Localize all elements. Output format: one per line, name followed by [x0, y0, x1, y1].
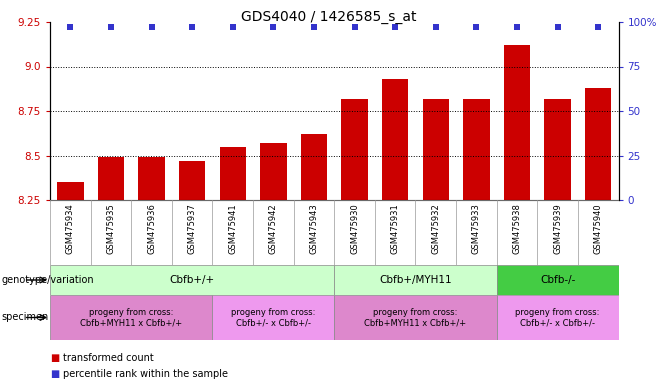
Text: ■: ■: [50, 353, 59, 363]
Text: GSM475938: GSM475938: [513, 203, 522, 254]
Text: genotype/variation: genotype/variation: [1, 275, 94, 285]
Bar: [334, 265, 497, 295]
Text: progeny from cross:
Cbfb+MYH11 x Cbfb+/+: progeny from cross: Cbfb+MYH11 x Cbfb+/+: [365, 308, 467, 327]
Text: GSM475932: GSM475932: [431, 203, 440, 254]
Bar: [179, 161, 205, 200]
Text: GSM475942: GSM475942: [269, 203, 278, 254]
Text: GSM475935: GSM475935: [107, 203, 115, 254]
Text: GSM475943: GSM475943: [309, 203, 318, 254]
Text: ■: ■: [50, 369, 59, 379]
Text: GSM475941: GSM475941: [228, 203, 238, 254]
Bar: [463, 99, 490, 200]
Bar: [544, 99, 570, 200]
Text: GSM475933: GSM475933: [472, 203, 481, 254]
Text: GSM475940: GSM475940: [594, 203, 603, 254]
Text: Cbfb-/-: Cbfb-/-: [540, 275, 575, 285]
Text: percentile rank within the sample: percentile rank within the sample: [63, 369, 228, 379]
Text: GSM475931: GSM475931: [391, 203, 399, 254]
Bar: [301, 134, 327, 200]
Text: Cbfb+/+: Cbfb+/+: [170, 275, 215, 285]
Text: transformed count: transformed count: [63, 353, 153, 363]
Text: GSM475934: GSM475934: [66, 203, 75, 254]
Text: Cbfb+/MYH11: Cbfb+/MYH11: [379, 275, 452, 285]
Bar: [50, 265, 334, 295]
Bar: [57, 182, 84, 200]
Text: GSM475930: GSM475930: [350, 203, 359, 254]
Bar: [260, 143, 286, 200]
Text: specimen: specimen: [1, 313, 49, 323]
Bar: [213, 295, 334, 340]
Bar: [220, 147, 246, 200]
Text: GSM475936: GSM475936: [147, 203, 156, 254]
Bar: [504, 45, 530, 200]
Bar: [497, 295, 619, 340]
Bar: [334, 295, 497, 340]
Text: progeny from cross:
Cbfb+MYH11 x Cbfb+/+: progeny from cross: Cbfb+MYH11 x Cbfb+/+: [80, 308, 182, 327]
Bar: [98, 157, 124, 200]
Bar: [585, 88, 611, 200]
Bar: [382, 79, 409, 200]
Bar: [342, 99, 368, 200]
Bar: [497, 265, 619, 295]
Bar: [50, 295, 213, 340]
Text: progeny from cross:
Cbfb+/- x Cbfb+/-: progeny from cross: Cbfb+/- x Cbfb+/-: [231, 308, 316, 327]
Bar: [138, 157, 164, 200]
Text: progeny from cross:
Cbfb+/- x Cbfb+/-: progeny from cross: Cbfb+/- x Cbfb+/-: [515, 308, 600, 327]
Text: GSM475939: GSM475939: [553, 203, 562, 254]
Bar: [422, 99, 449, 200]
Text: GDS4040 / 1426585_s_at: GDS4040 / 1426585_s_at: [241, 10, 417, 23]
Text: GSM475937: GSM475937: [188, 203, 197, 254]
